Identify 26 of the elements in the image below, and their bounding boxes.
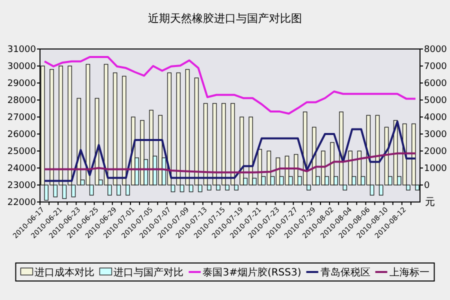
y-tick-label: 30000 xyxy=(7,62,36,72)
y2-tick-label: 4000 xyxy=(424,113,448,123)
y2-tick-label: 8000 xyxy=(424,45,448,55)
legend-label: 青岛保税区 xyxy=(320,266,370,278)
chart-title: 近期天然橡胶进口与国产对比图 xyxy=(148,12,302,25)
y2-tick-label: 0 xyxy=(424,181,430,191)
y-tick-label: 22000 xyxy=(7,198,36,208)
legend-label: 进口成本对比 xyxy=(34,266,95,278)
y2-tick-label: 2000 xyxy=(424,147,448,157)
y-tick-label: 25000 xyxy=(7,147,36,157)
y-tick-label: 24000 xyxy=(7,164,36,174)
legend-label: 上海标一 xyxy=(389,266,430,278)
y-tick-label: 23000 xyxy=(7,181,36,191)
y-tick-label: 26000 xyxy=(7,130,36,140)
y2-tick-label: 6000 xyxy=(424,79,448,89)
y-tick-label: 29000 xyxy=(7,79,36,89)
y2-axis-title: 元 xyxy=(425,197,435,208)
y-tick-label: 31000 xyxy=(7,45,36,55)
y2-tick-label: 5000 xyxy=(424,96,448,106)
y-tick-label: 28000 xyxy=(7,96,36,106)
legend-label: 泰国3#烟片胶(RSS3) xyxy=(202,266,302,278)
y2-tick-label: 1000 xyxy=(424,164,448,174)
y-tick-label: 27000 xyxy=(7,113,36,123)
legend-label: 进口与国产对比 xyxy=(114,266,184,278)
y2-tick-label: 7000 xyxy=(424,62,448,72)
y2-tick-label: 3000 xyxy=(424,130,448,140)
